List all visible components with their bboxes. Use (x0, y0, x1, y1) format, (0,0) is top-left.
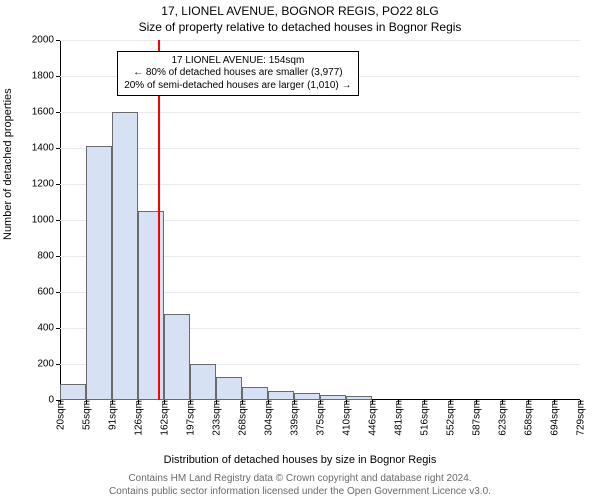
gridline (60, 184, 580, 185)
x-tick-label: 197sqm (184, 400, 197, 436)
x-axis-label: Distribution of detached houses by size … (0, 454, 600, 466)
histogram-bar (216, 377, 242, 400)
x-tick-label: 126sqm (132, 400, 145, 436)
annotation-line: 20% of semi-detached houses are larger (… (124, 80, 351, 93)
gridline (60, 112, 580, 113)
footer-line1: Contains HM Land Registry data © Crown c… (0, 473, 600, 486)
annotation-box: 17 LIONEL AVENUE: 154sqm← 80% of detache… (117, 51, 358, 97)
histogram-bar (164, 314, 190, 400)
x-tick-label: 55sqm (80, 400, 93, 430)
x-tick-label: 587sqm (470, 400, 483, 436)
x-tick-label: 410sqm (340, 400, 353, 436)
x-tick-label: 516sqm (418, 400, 431, 436)
x-tick-label: 339sqm (288, 400, 301, 436)
histogram-bar (86, 146, 112, 400)
x-tick-label: 658sqm (522, 400, 535, 436)
y-tick-label: 800 (37, 251, 60, 262)
y-tick-label: 200 (37, 359, 60, 370)
histogram-bar (242, 387, 268, 400)
x-tick-label: 446sqm (366, 400, 379, 436)
x-tick-label: 233sqm (210, 400, 223, 436)
x-tick-label: 552sqm (444, 400, 457, 436)
x-tick-label: 268sqm (236, 400, 249, 436)
x-tick-label: 304sqm (262, 400, 275, 436)
footer-attribution: Contains HM Land Registry data © Crown c… (0, 473, 600, 498)
gridline (60, 40, 580, 41)
chart-container: 17, LIONEL AVENUE, BOGNOR REGIS, PO22 8L… (0, 0, 600, 500)
chart-title-line2: Size of property relative to detached ho… (0, 20, 600, 34)
y-tick-label: 600 (37, 287, 60, 298)
x-tick-label: 623sqm (496, 400, 509, 436)
histogram-bar (112, 112, 138, 400)
plot-area: 020040060080010001200140016001800200020s… (60, 40, 580, 400)
histogram-bar (294, 393, 320, 400)
annotation-line: ← 80% of detached houses are smaller (3,… (124, 67, 351, 80)
gridline (60, 148, 580, 149)
x-tick-label: 729sqm (574, 400, 587, 436)
y-tick-label: 1400 (32, 143, 60, 154)
histogram-bar (60, 384, 86, 400)
x-tick-label: 91sqm (106, 400, 119, 430)
footer-line2: Contains public sector information licen… (0, 486, 600, 499)
histogram-bar (320, 395, 346, 400)
annotation-line: 17 LIONEL AVENUE: 154sqm (124, 55, 351, 68)
chart-title-line1: 17, LIONEL AVENUE, BOGNOR REGIS, PO22 8L… (0, 4, 600, 18)
y-axis-label: Number of detached properties (2, 88, 14, 240)
y-tick-label: 400 (37, 323, 60, 334)
x-tick-label: 694sqm (548, 400, 561, 436)
histogram-bar (346, 396, 372, 400)
y-tick-label: 1600 (32, 107, 60, 118)
histogram-bar (268, 391, 294, 400)
x-tick-label: 162sqm (158, 400, 171, 436)
x-tick-label: 20sqm (54, 400, 67, 430)
y-tick-label: 2000 (32, 35, 60, 46)
y-tick-label: 1000 (32, 215, 60, 226)
histogram-bar (190, 364, 216, 400)
y-tick-label: 1200 (32, 179, 60, 190)
x-tick-label: 375sqm (314, 400, 327, 436)
y-tick-label: 1800 (32, 71, 60, 82)
x-tick-label: 481sqm (392, 400, 405, 436)
